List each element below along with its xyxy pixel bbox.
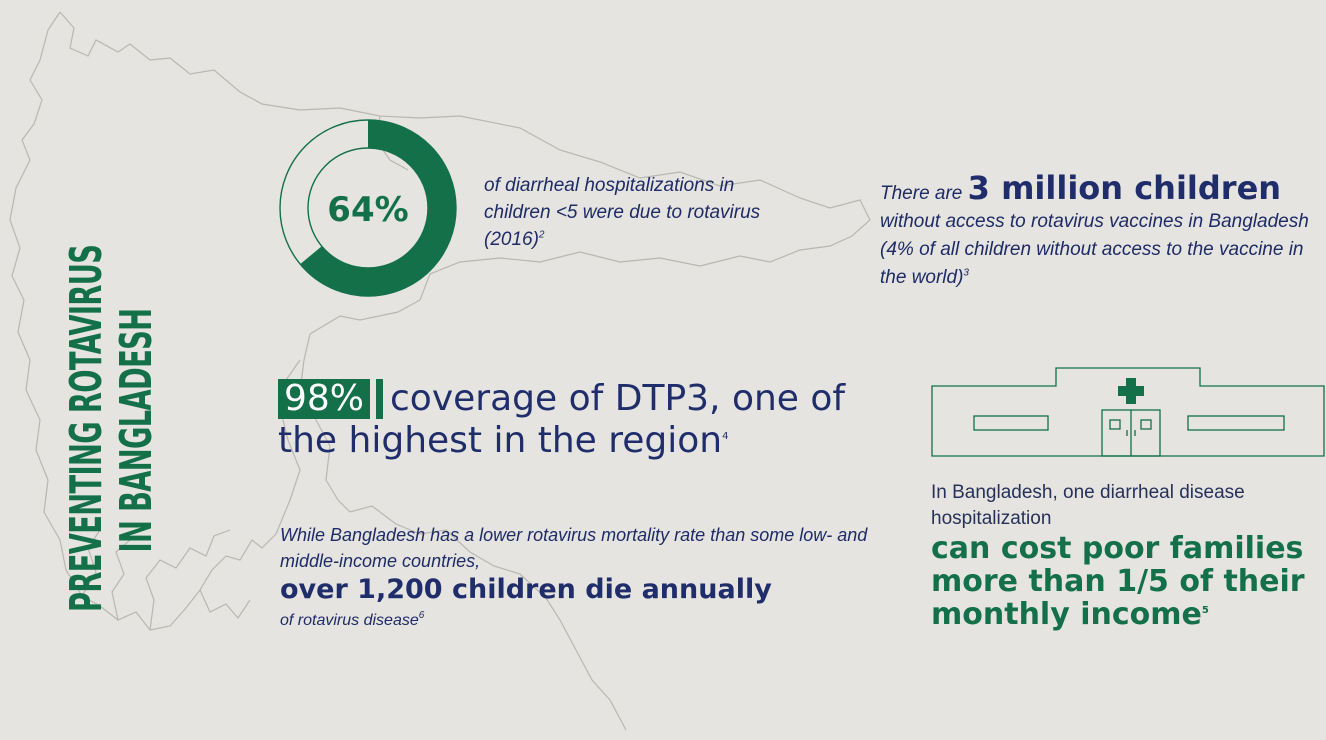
dtp3-percent-badge: 98% (278, 379, 377, 419)
cost-ref: 5 (1201, 605, 1209, 616)
hospital-building-icon (931, 367, 1325, 457)
cost-highlight: can cost poor families more than 1/5 of … (931, 531, 1305, 632)
hospitalization-stat: of diarrheal hospitalizations in childre… (484, 172, 804, 253)
medical-cross-icon (1118, 378, 1144, 404)
donut-filled-segment (300, 120, 456, 296)
title-line-2: in Bangladesh (111, 308, 162, 553)
hospitalization-text: of diarrheal hospitalizations in childre… (484, 175, 761, 250)
hospitalization-percent: 64% (327, 190, 409, 230)
mortality-tail: of rotavirus disease (280, 612, 419, 629)
children-ref: 3 (963, 267, 969, 279)
mortality-ref: 6 (418, 610, 425, 621)
page-title: Preventing Rotavirus in Bangladesh (61, 163, 162, 612)
donut-chart (279, 119, 457, 297)
children-stat: There are 3 million children without acc… (880, 172, 1320, 292)
cost-highlight-wrap: can cost poor families more than 1/5 of … (931, 532, 1326, 631)
mortality-stat: While Bangladesh has a lower rotavirus m… (280, 522, 870, 634)
children-highlight: 3 million children (967, 169, 1282, 207)
mortality-intro: While Bangladesh has a lower rotavirus m… (280, 525, 868, 571)
cost-stat: In Bangladesh, one diarrheal disease hos… (931, 480, 1326, 631)
dtp3-ref: 4 (722, 431, 729, 442)
dtp3-stat: 98% coverage of DTP3, one of the highest … (278, 378, 898, 462)
children-prefix: There are (880, 183, 963, 204)
hospitalization-ref: 2 (538, 229, 545, 241)
mortality-highlight: over 1,200 children die annually (280, 574, 772, 605)
children-text: without access to rotavirus vaccines in … (880, 211, 1309, 288)
cost-intro: In Bangladesh, one diarrheal disease hos… (931, 482, 1245, 529)
title-line-1: Preventing Rotavirus (61, 244, 112, 612)
dtp3-text: coverage of DTP3, one of the highest in … (278, 378, 846, 461)
